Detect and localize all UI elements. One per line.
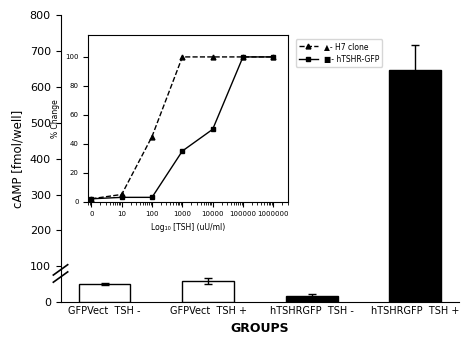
- Bar: [79, 284, 130, 302]
- Bar: [182, 281, 234, 302]
- Bar: [389, 70, 441, 302]
- Y-axis label: cAMP [fmol/well]: cAMP [fmol/well]: [11, 110, 24, 208]
- Bar: [286, 296, 337, 302]
- X-axis label: GROUPS: GROUPS: [230, 322, 289, 335]
